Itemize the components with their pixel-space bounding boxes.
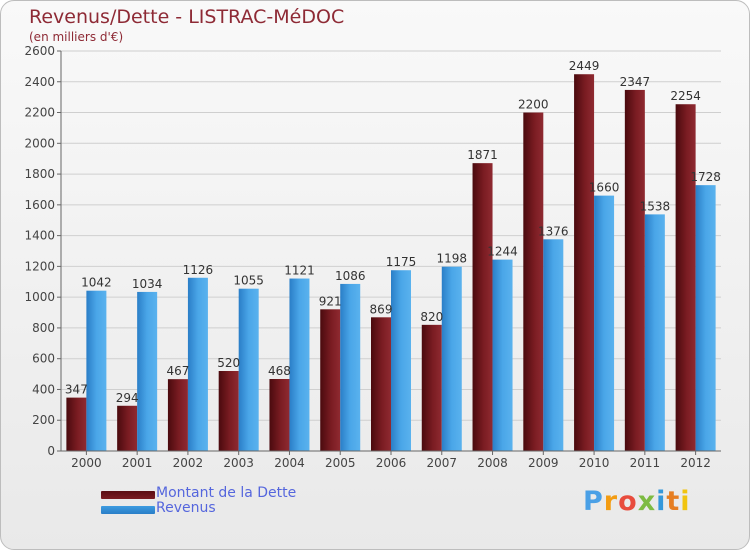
chart-subtitle: (en milliers d'€) [29,30,124,44]
x-tick-label: 2003 [223,456,254,470]
bar-debt [269,379,290,451]
bar-revenue [441,266,462,451]
bar-debt [167,379,188,451]
data-label-debt: 921 [319,294,342,308]
bar-debt [320,309,341,451]
x-tick-label: 2004 [274,456,305,470]
logo-letter: r [603,486,619,517]
bar-debt [218,371,239,451]
x-tick-label: 2011 [630,456,661,470]
proxiti-logo: Proxiti [583,486,691,517]
x-tick-label: 2010 [579,456,610,470]
data-label-revenue: 1042 [81,276,112,290]
y-tick-label: 400 [32,382,55,396]
bar-revenue [644,214,665,451]
bar-debt [421,324,442,451]
bar-revenue [695,185,716,451]
y-tick-label: 600 [32,352,55,366]
x-tick-label: 2012 [680,456,711,470]
bar-revenue [289,278,310,451]
bar-revenue [187,277,208,451]
bar-debt [371,317,391,451]
x-tick-label: 2007 [426,456,457,470]
x-tick-label: 2000 [71,456,102,470]
data-label-debt: 468 [268,364,291,378]
bar-debt [117,405,138,451]
bar-revenue [594,195,615,451]
y-tick-label: 2000 [24,136,55,150]
bar-revenue [391,270,411,451]
bar-revenue [86,290,107,451]
chart-title: Revenus/Dette - LISTRAC-MéDOC [29,6,345,28]
data-label-revenue: 1244 [487,245,518,259]
bar-debt [66,397,87,451]
x-tick-label: 2005 [325,456,356,470]
data-label-debt: 294 [116,391,139,405]
data-label-debt: 2449 [569,59,600,73]
data-label-debt: 520 [217,356,240,370]
y-tick-label: 1600 [24,198,55,212]
x-tick-label: 2006 [376,456,407,470]
data-label-revenue: 1086 [335,269,366,283]
logo-letter: t [666,486,681,517]
x-tick-label: 2002 [173,456,204,470]
y-tick-label: 0 [47,444,55,458]
bar-debt [523,112,544,452]
data-label-revenue: 1121 [284,264,315,278]
data-label-debt: 467 [166,364,189,378]
data-label-debt: 347 [65,383,88,397]
legend-swatch-debt [101,491,155,499]
bar-revenue [340,283,361,451]
y-tick-label: 2400 [24,75,55,89]
legend-label-revenue: Revenus [156,500,216,516]
bar-revenue [543,239,564,451]
data-label-revenue: 1034 [132,277,163,291]
legend-label-debt: Montant de la Dette [156,485,297,501]
data-label-revenue: 1198 [436,252,467,266]
y-tick-label: 2200 [24,106,55,120]
data-label-debt: 2200 [518,98,549,112]
bar-revenue [238,288,259,451]
legend-swatch-revenue [101,506,155,514]
y-tick-label: 1800 [24,167,55,181]
bar-debt [675,104,696,451]
bar-revenue [492,259,513,451]
x-tick-label: 2001 [122,456,153,470]
y-tick-label: 800 [32,321,55,335]
y-tick-label: 200 [32,413,55,427]
data-label-revenue: 1376 [538,224,569,238]
logo-letter: o [618,486,638,517]
logo-letter: x [637,486,657,517]
bar-debt [574,74,595,451]
data-label-debt: 869 [370,302,393,316]
bar-debt [472,163,493,451]
data-label-revenue: 1538 [640,199,671,213]
data-label-debt: 1871 [467,148,498,162]
logo-letter: i [680,486,691,517]
y-tick-label: 1200 [24,259,55,273]
data-label-debt: 820 [420,310,443,324]
data-label-revenue: 1175 [386,255,417,269]
logo-letter: P [583,486,604,517]
y-tick-label: 1000 [24,290,55,304]
data-label-debt: 2254 [670,89,701,103]
bar-revenue [137,291,158,451]
data-label-revenue: 1728 [690,170,721,184]
data-label-revenue: 1126 [183,263,214,277]
x-tick-label: 2009 [528,456,559,470]
bar-debt [624,89,645,451]
x-tick-label: 2008 [477,456,508,470]
data-label-debt: 2347 [620,75,651,89]
data-label-revenue: 1660 [589,181,620,195]
logo-letter: i [656,486,667,517]
y-tick-label: 2600 [24,44,55,58]
y-tick-label: 1400 [24,229,55,243]
data-label-revenue: 1055 [233,274,264,288]
